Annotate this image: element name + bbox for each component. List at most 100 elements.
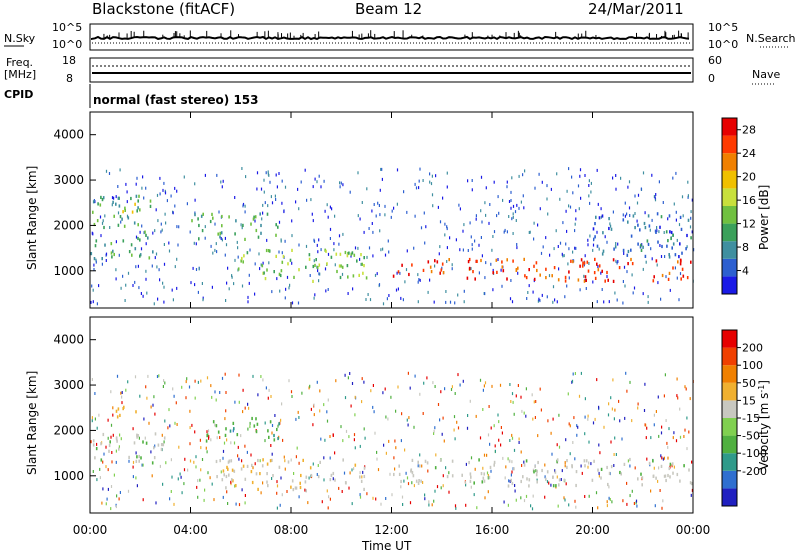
echo-cell bbox=[357, 214, 359, 218]
echo-cell bbox=[563, 496, 565, 500]
echo-cell bbox=[637, 477, 639, 481]
echo-cell bbox=[623, 252, 625, 255]
echo-cell bbox=[407, 482, 410, 486]
echo-cell bbox=[242, 260, 244, 264]
echo-cell bbox=[425, 225, 427, 229]
echo-cell bbox=[157, 219, 159, 223]
echo-cell bbox=[111, 451, 113, 454]
echo-cell bbox=[105, 465, 107, 469]
echo-cell bbox=[511, 433, 513, 437]
colorbar-segment bbox=[722, 453, 737, 471]
echo-cell bbox=[197, 495, 199, 499]
echo-cell bbox=[598, 405, 600, 409]
echo-cell bbox=[420, 226, 423, 230]
echo-cell bbox=[345, 429, 348, 433]
echo-cell bbox=[428, 500, 430, 504]
echo-cell bbox=[115, 460, 117, 464]
echo-cell bbox=[133, 221, 136, 225]
echo-cell bbox=[513, 412, 515, 416]
echo-cell bbox=[459, 248, 461, 252]
echo-cell bbox=[600, 271, 602, 275]
echo-cell bbox=[310, 407, 312, 411]
echo-cell bbox=[96, 426, 98, 430]
echo-cell bbox=[588, 440, 590, 444]
echo-cell bbox=[682, 214, 684, 218]
echo-cell bbox=[443, 439, 445, 443]
echo-cell bbox=[166, 199, 168, 203]
echo-cell bbox=[92, 470, 94, 473]
echo-cell bbox=[318, 263, 321, 267]
echo-cell bbox=[222, 495, 224, 499]
echo-cell bbox=[679, 272, 682, 276]
echo-cell bbox=[424, 241, 426, 245]
echo-cell bbox=[626, 212, 628, 216]
echo-cell bbox=[612, 258, 615, 262]
echo-cell bbox=[497, 195, 499, 199]
echo-cell bbox=[468, 461, 470, 465]
echo-cell bbox=[479, 378, 482, 382]
echo-cell bbox=[271, 452, 273, 456]
echo-cell bbox=[427, 260, 430, 264]
echo-cell bbox=[308, 386, 310, 390]
echo-cell bbox=[626, 389, 628, 393]
echo-cell bbox=[558, 445, 561, 449]
echo-cell bbox=[376, 450, 378, 454]
echo-cell bbox=[394, 467, 396, 471]
nsky-tick-top: 10^5 bbox=[52, 21, 82, 34]
echo-cell bbox=[215, 398, 217, 402]
cpid-text: normal (fast stereo) 153 bbox=[93, 93, 259, 107]
echo-cell bbox=[261, 264, 264, 268]
echo-cell bbox=[484, 496, 486, 500]
echo-cell bbox=[140, 456, 142, 460]
echo-cell bbox=[627, 249, 630, 254]
echo-cell bbox=[372, 384, 374, 387]
echo-cell bbox=[92, 200, 95, 204]
echo-cell bbox=[228, 287, 230, 291]
echo-cell bbox=[382, 247, 384, 251]
echo-cell bbox=[511, 460, 513, 464]
echo-cell bbox=[119, 168, 121, 172]
echo-cell bbox=[662, 201, 664, 204]
echo-cell bbox=[275, 198, 277, 201]
echo-cell bbox=[221, 238, 223, 242]
echo-cell bbox=[115, 268, 117, 272]
echo-cell bbox=[497, 413, 499, 417]
power-ylabel: Slant Range [km] bbox=[25, 166, 39, 270]
echo-cell bbox=[583, 274, 585, 278]
echo-cell bbox=[280, 418, 282, 422]
echo-cell bbox=[639, 228, 641, 232]
echo-cell bbox=[446, 227, 448, 231]
echo-cell bbox=[575, 505, 577, 509]
echo-cell bbox=[262, 261, 264, 265]
echo-cell bbox=[561, 469, 563, 473]
echo-cell bbox=[117, 196, 120, 200]
echo-cell bbox=[314, 263, 316, 267]
echo-cell bbox=[471, 179, 473, 182]
echo-cell bbox=[405, 471, 407, 475]
echo-cell bbox=[224, 433, 227, 437]
echo-cell bbox=[101, 501, 103, 505]
echo-cell bbox=[276, 491, 278, 495]
echo-cell bbox=[488, 221, 490, 225]
echo-cell bbox=[648, 461, 651, 465]
echo-cell bbox=[622, 301, 624, 305]
echo-cell bbox=[250, 470, 253, 474]
echo-cell bbox=[247, 402, 249, 406]
echo-cell bbox=[565, 209, 567, 213]
echo-cell bbox=[451, 267, 453, 271]
echo-cell bbox=[363, 487, 365, 491]
echo-cell bbox=[344, 396, 347, 400]
echo-cell bbox=[378, 283, 381, 287]
echo-cell bbox=[508, 479, 510, 483]
echo-cell bbox=[592, 243, 595, 247]
echo-cell bbox=[346, 254, 349, 258]
echo-cell bbox=[414, 374, 416, 378]
echo-cell bbox=[439, 245, 441, 249]
echo-cell bbox=[426, 461, 429, 465]
echo-cell bbox=[483, 453, 486, 457]
echo-cell bbox=[107, 436, 109, 440]
echo-cell bbox=[276, 480, 278, 484]
echo-cell bbox=[510, 206, 512, 210]
echo-cell bbox=[282, 438, 284, 442]
echo-cell bbox=[593, 459, 595, 463]
